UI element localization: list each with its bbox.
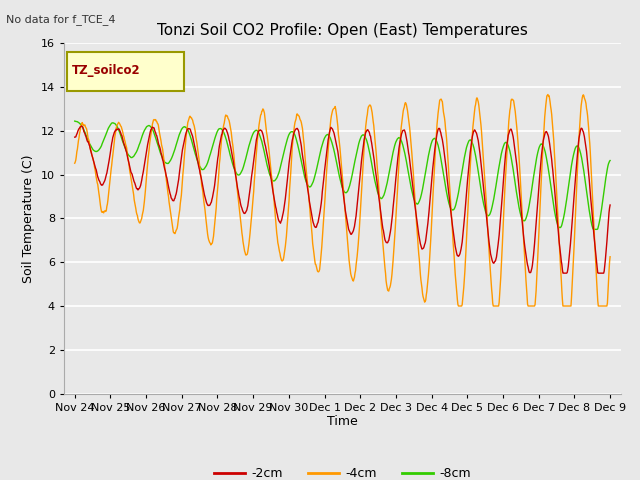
X-axis label: Time: Time <box>327 415 358 429</box>
Text: TZ_soilco2: TZ_soilco2 <box>72 64 141 77</box>
FancyBboxPatch shape <box>67 52 184 91</box>
Title: Tonzi Soil CO2 Profile: Open (East) Temperatures: Tonzi Soil CO2 Profile: Open (East) Temp… <box>157 23 528 38</box>
Legend: -2cm, -4cm, -8cm: -2cm, -4cm, -8cm <box>209 462 476 480</box>
Text: No data for f_TCE_4: No data for f_TCE_4 <box>6 14 116 25</box>
Y-axis label: Soil Temperature (C): Soil Temperature (C) <box>22 154 35 283</box>
